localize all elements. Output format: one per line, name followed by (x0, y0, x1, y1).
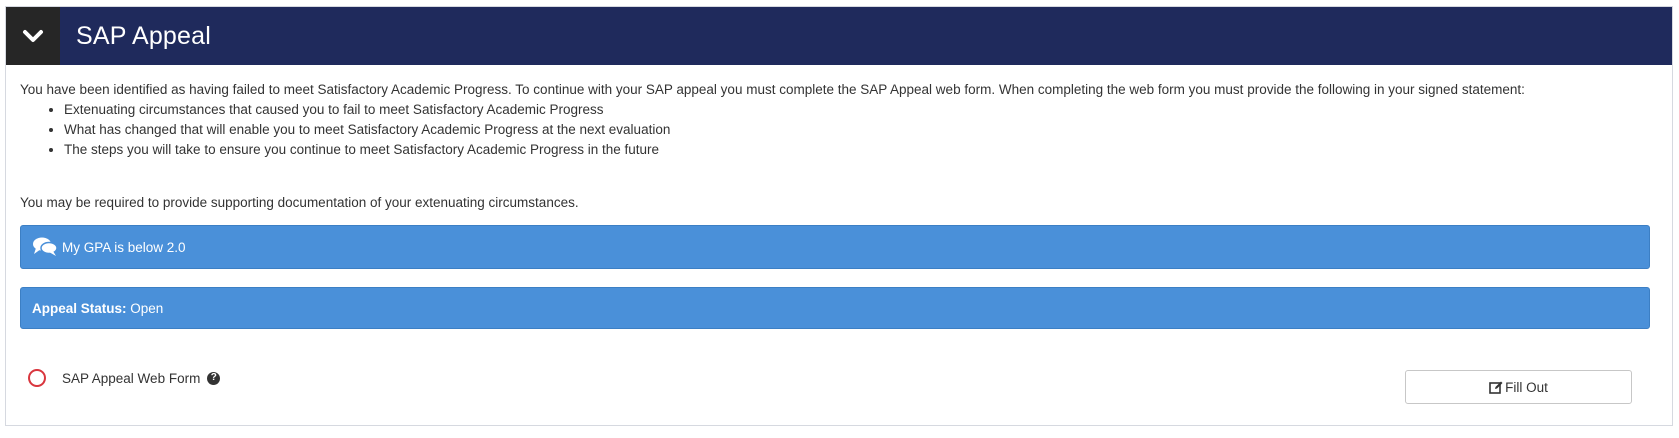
panel-header: SAP Appeal (6, 7, 1672, 65)
appeal-status-label: Appeal Status: (32, 300, 127, 316)
instructions: You have been identified as having faile… (20, 80, 1650, 160)
fill-out-button-label: Fill Out (1505, 379, 1548, 395)
appeal-status-bar: Appeal Status: Open (20, 287, 1650, 329)
appeal-status-value: Open (130, 300, 164, 316)
comments-icon (33, 237, 58, 256)
chevron-down-icon (23, 30, 43, 42)
sap-appeal-panel: SAP Appeal (5, 6, 1673, 426)
appeal-reason-text: My GPA is below 2.0 (62, 239, 186, 255)
incomplete-circle-icon (28, 369, 46, 387)
edit-icon (1489, 381, 1503, 394)
requirement-item: What has changed that will enable you to… (64, 120, 1650, 140)
panel-title: SAP Appeal (76, 21, 211, 50)
fill-out-button[interactable]: Fill Out (1405, 370, 1632, 404)
requirements-list: Extenuating circumstances that caused yo… (20, 100, 1650, 160)
form-item-row: SAP Appeal Web Form ? (28, 369, 221, 387)
requirement-item: Extenuating circumstances that caused yo… (64, 100, 1650, 120)
form-item-label: SAP Appeal Web Form (62, 370, 201, 386)
requirement-item: The steps you will take to ensure you co… (64, 140, 1650, 160)
collapse-toggle-button[interactable] (6, 7, 60, 65)
intro-text: You have been identified as having faile… (20, 82, 1525, 97)
appeal-reason-bar: My GPA is below 2.0 (20, 225, 1650, 269)
question-circle-icon[interactable]: ? (207, 371, 221, 385)
supporting-docs-text: You may be required to provide supportin… (20, 195, 579, 210)
